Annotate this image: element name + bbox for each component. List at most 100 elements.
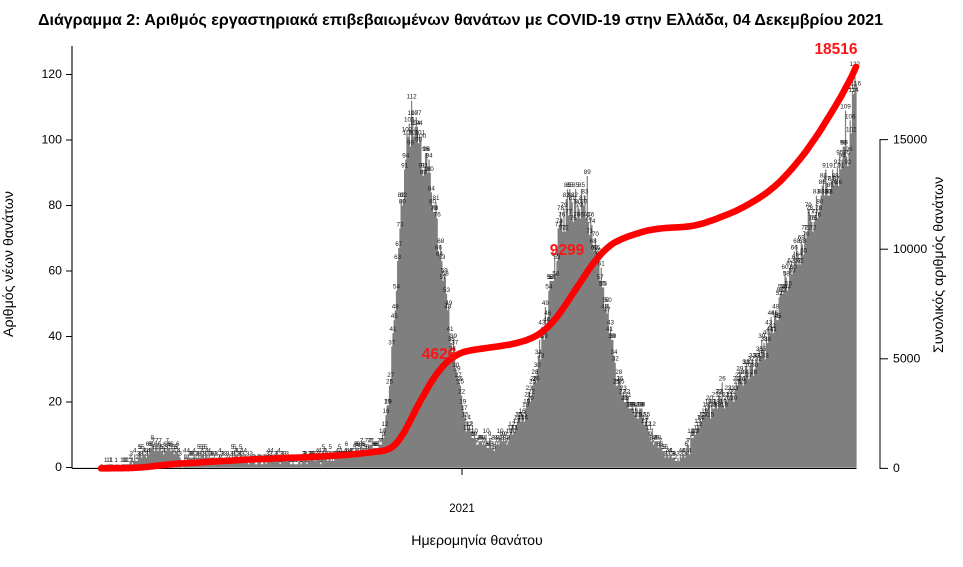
svg-text:62: 62 bbox=[797, 257, 805, 264]
svg-text:22: 22 bbox=[528, 388, 536, 395]
svg-text:55: 55 bbox=[785, 280, 793, 287]
svg-text:65: 65 bbox=[800, 248, 808, 255]
svg-text:63: 63 bbox=[438, 254, 446, 261]
svg-text:25: 25 bbox=[457, 379, 465, 386]
svg-text:27: 27 bbox=[387, 372, 395, 379]
svg-text:47: 47 bbox=[603, 307, 611, 314]
svg-text:98: 98 bbox=[407, 140, 415, 147]
svg-text:89: 89 bbox=[584, 169, 592, 176]
svg-text:80: 80 bbox=[816, 199, 824, 206]
svg-text:33: 33 bbox=[537, 352, 545, 359]
svg-text:30: 30 bbox=[751, 362, 759, 369]
svg-text:106: 106 bbox=[845, 113, 856, 120]
svg-text:39: 39 bbox=[609, 333, 617, 340]
svg-text:37: 37 bbox=[388, 339, 396, 346]
svg-text:3: 3 bbox=[178, 451, 182, 458]
svg-text:23: 23 bbox=[731, 385, 739, 392]
svg-text:4626: 4626 bbox=[422, 346, 457, 363]
svg-text:104: 104 bbox=[412, 120, 423, 127]
svg-text:55: 55 bbox=[600, 280, 608, 287]
svg-text:68: 68 bbox=[799, 238, 807, 245]
svg-text:107: 107 bbox=[411, 110, 422, 117]
svg-text:10000: 10000 bbox=[893, 242, 927, 256]
svg-text:58: 58 bbox=[442, 271, 450, 278]
svg-text:41: 41 bbox=[389, 326, 397, 333]
svg-text:1: 1 bbox=[110, 457, 114, 464]
svg-text:25: 25 bbox=[386, 379, 394, 386]
svg-text:53: 53 bbox=[443, 287, 451, 294]
svg-text:100: 100 bbox=[416, 133, 427, 140]
svg-text:63: 63 bbox=[394, 254, 402, 261]
svg-text:70: 70 bbox=[802, 231, 810, 238]
svg-text:21: 21 bbox=[624, 392, 632, 399]
svg-text:49: 49 bbox=[445, 300, 453, 307]
svg-text:46: 46 bbox=[544, 310, 552, 317]
svg-text:20: 20 bbox=[527, 395, 535, 402]
svg-text:76: 76 bbox=[814, 212, 822, 219]
svg-text:0: 0 bbox=[55, 460, 62, 474]
svg-text:15: 15 bbox=[643, 411, 651, 418]
svg-text:73: 73 bbox=[396, 221, 404, 228]
svg-text:8: 8 bbox=[506, 434, 510, 441]
svg-text:28: 28 bbox=[750, 369, 758, 376]
svg-text:48: 48 bbox=[392, 303, 400, 310]
svg-text:1: 1 bbox=[114, 457, 118, 464]
svg-text:20: 20 bbox=[48, 395, 62, 409]
svg-text:45: 45 bbox=[775, 313, 783, 320]
svg-text:18: 18 bbox=[638, 402, 646, 409]
svg-text:60: 60 bbox=[790, 264, 798, 271]
svg-text:100: 100 bbox=[41, 133, 62, 147]
svg-text:4: 4 bbox=[688, 447, 692, 454]
svg-text:30: 30 bbox=[534, 362, 542, 369]
svg-text:76: 76 bbox=[434, 212, 442, 219]
svg-text:5000: 5000 bbox=[893, 352, 921, 366]
svg-text:80: 80 bbox=[580, 199, 588, 206]
svg-text:60: 60 bbox=[48, 264, 62, 278]
svg-text:22: 22 bbox=[458, 388, 466, 395]
svg-text:58: 58 bbox=[552, 271, 560, 278]
svg-text:3: 3 bbox=[683, 451, 687, 458]
svg-text:40: 40 bbox=[48, 329, 62, 343]
svg-text:68: 68 bbox=[437, 238, 445, 245]
svg-text:38: 38 bbox=[764, 336, 772, 343]
svg-text:114: 114 bbox=[849, 87, 860, 94]
svg-text:25: 25 bbox=[740, 379, 748, 386]
svg-text:83: 83 bbox=[826, 189, 834, 196]
svg-text:109: 109 bbox=[840, 104, 851, 111]
svg-text:43: 43 bbox=[607, 320, 615, 327]
svg-text:14: 14 bbox=[521, 415, 529, 422]
svg-text:82: 82 bbox=[400, 192, 408, 199]
svg-text:72: 72 bbox=[562, 225, 570, 232]
svg-text:5: 5 bbox=[492, 444, 496, 451]
svg-text:41: 41 bbox=[770, 326, 778, 333]
svg-text:70: 70 bbox=[592, 231, 600, 238]
svg-text:84: 84 bbox=[428, 185, 436, 192]
svg-text:80: 80 bbox=[399, 199, 407, 206]
svg-text:33: 33 bbox=[762, 352, 770, 359]
svg-text:0: 0 bbox=[893, 461, 900, 475]
svg-text:7: 7 bbox=[380, 438, 384, 445]
svg-text:96: 96 bbox=[845, 146, 853, 153]
svg-text:78: 78 bbox=[815, 205, 823, 212]
svg-text:74: 74 bbox=[588, 218, 596, 225]
svg-text:112: 112 bbox=[407, 94, 418, 101]
svg-text:48: 48 bbox=[772, 303, 780, 310]
svg-text:7: 7 bbox=[687, 438, 691, 445]
svg-text:26: 26 bbox=[533, 375, 541, 382]
svg-text:90: 90 bbox=[427, 166, 435, 173]
svg-text:54: 54 bbox=[393, 284, 401, 291]
svg-text:1: 1 bbox=[131, 457, 135, 464]
svg-text:20: 20 bbox=[730, 395, 738, 402]
svg-text:32: 32 bbox=[612, 356, 620, 363]
svg-text:67: 67 bbox=[395, 241, 403, 248]
svg-text:12: 12 bbox=[649, 421, 657, 428]
svg-text:18516: 18516 bbox=[814, 41, 857, 58]
svg-text:54: 54 bbox=[545, 284, 553, 291]
svg-text:91: 91 bbox=[401, 163, 409, 170]
svg-text:12: 12 bbox=[695, 421, 703, 428]
svg-text:92: 92 bbox=[844, 159, 852, 166]
svg-text:9299: 9299 bbox=[550, 242, 585, 259]
svg-text:49: 49 bbox=[542, 300, 550, 307]
svg-text:12: 12 bbox=[381, 421, 389, 428]
svg-text:120: 120 bbox=[41, 67, 62, 81]
